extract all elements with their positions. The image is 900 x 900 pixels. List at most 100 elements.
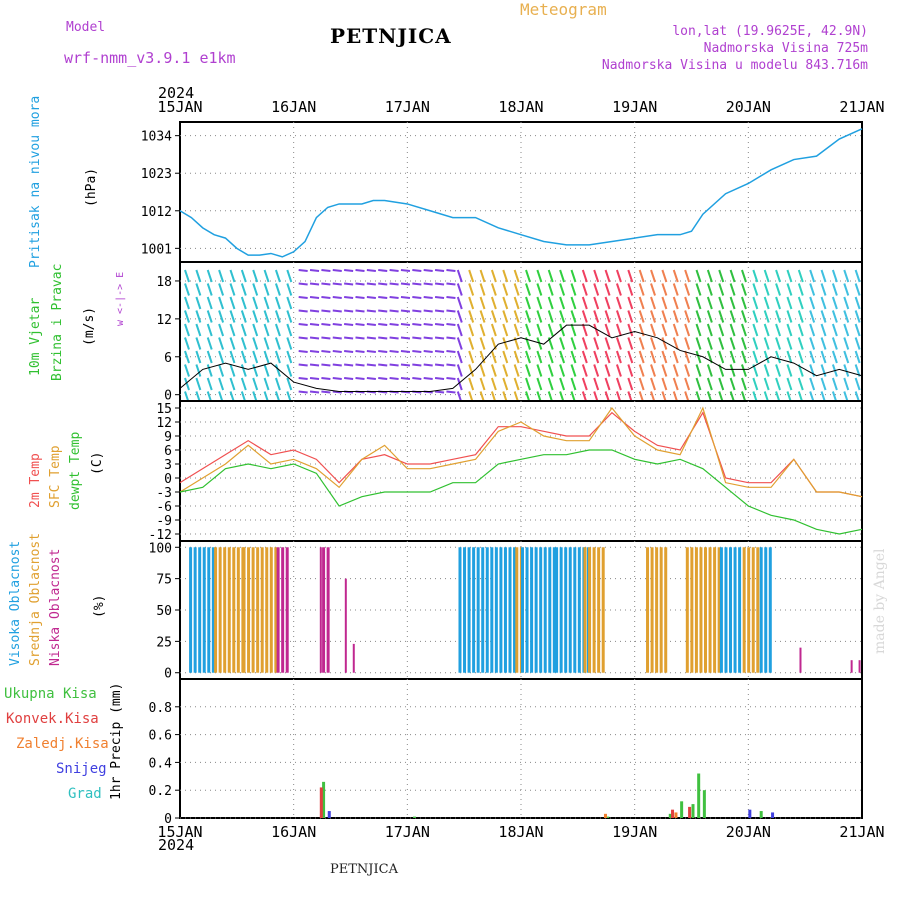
wind-barb xyxy=(479,377,486,391)
wind-barb xyxy=(468,391,474,401)
wind-barb xyxy=(412,296,422,299)
cloud-bar-high xyxy=(568,547,572,673)
wind-barb xyxy=(706,364,713,377)
wind-barb xyxy=(456,391,463,401)
wind-barb xyxy=(502,377,509,391)
cloud-bar-high xyxy=(521,547,524,673)
wind-speed-line xyxy=(179,324,863,393)
wind-barb xyxy=(490,323,497,337)
wind-barb xyxy=(706,323,713,337)
wind-barb xyxy=(218,364,225,377)
wind-barb xyxy=(400,363,411,367)
wind-barb xyxy=(423,309,433,313)
wind-barb xyxy=(604,337,611,350)
wind-barb xyxy=(672,296,679,310)
precip-bar-1 xyxy=(671,809,675,818)
wind-barb xyxy=(321,377,331,380)
wind-barb xyxy=(206,269,213,283)
wind-barb xyxy=(786,377,793,391)
wind-barb xyxy=(184,364,190,377)
date-tick-top: 20JAN xyxy=(726,98,771,116)
wind-barb xyxy=(206,283,213,296)
wind-barb xyxy=(240,296,247,310)
wind-barb xyxy=(366,269,376,272)
wind-barb xyxy=(729,323,736,337)
wind-barb xyxy=(184,323,190,337)
cloud-bar-high xyxy=(513,547,517,673)
wind-barb xyxy=(570,323,577,337)
wind-barb xyxy=(718,283,725,296)
wind-barb xyxy=(831,377,838,391)
wind-barb xyxy=(604,310,611,323)
wind-barb xyxy=(184,310,190,323)
wind-barb xyxy=(752,283,759,296)
cloud-bar-high xyxy=(481,547,485,673)
temp-line-2 xyxy=(179,449,863,535)
wind-barb xyxy=(786,337,793,350)
wind-barb xyxy=(536,364,543,377)
wind-barb xyxy=(263,364,270,377)
station-title: PETNJICA xyxy=(330,24,452,48)
wind-barb xyxy=(570,377,577,391)
wind-barb xyxy=(741,337,747,350)
cloud-bar-high xyxy=(202,547,206,673)
wind-barb xyxy=(513,364,520,377)
wind-barb xyxy=(446,282,456,286)
cloud-bar-high xyxy=(211,547,215,673)
wind-barb xyxy=(389,296,399,299)
wind-barb xyxy=(218,337,225,350)
cloud-bar-mid xyxy=(214,547,218,673)
wind-barb xyxy=(809,377,816,391)
wind-barb xyxy=(286,377,293,391)
wind-barb xyxy=(332,390,342,394)
wind-barb xyxy=(729,310,736,323)
precip-bar-3 xyxy=(748,809,752,818)
wind-barb xyxy=(513,269,520,283)
wind-barb xyxy=(718,391,724,401)
wind-barb xyxy=(274,323,281,337)
wind-barb xyxy=(525,364,531,377)
y-tick-label: -12 xyxy=(149,528,172,543)
wind-barb xyxy=(206,337,213,350)
wind-barb xyxy=(581,310,588,323)
wind-barb xyxy=(252,391,258,401)
wind-barb xyxy=(423,269,433,272)
precip-bar-0 xyxy=(322,781,326,818)
cloud-bar-low xyxy=(322,547,326,673)
wind-barb xyxy=(400,377,411,380)
wind-barb xyxy=(536,350,543,364)
wind-barb xyxy=(729,337,736,350)
year-bottom: 2024 xyxy=(158,836,195,854)
wind-barb xyxy=(229,364,236,377)
wind-barb xyxy=(797,310,804,323)
date-tick-bottom: 17JAN xyxy=(385,823,430,841)
wind-barb xyxy=(559,269,566,283)
wind-barb xyxy=(252,269,259,283)
date-tick-top: 18JAN xyxy=(498,98,543,116)
wind-barb xyxy=(695,323,702,337)
wind-barb xyxy=(479,364,486,377)
wind-barb xyxy=(559,310,566,323)
wind-barb xyxy=(706,296,713,310)
wind-barb xyxy=(412,377,422,380)
wind-barb xyxy=(456,337,463,350)
wind-barb xyxy=(400,336,411,340)
cloud-bar-high xyxy=(472,547,476,673)
wind-barb xyxy=(195,323,202,337)
wind-barb xyxy=(490,350,497,364)
y-tick-label: 1012 xyxy=(141,205,172,220)
wind-barb xyxy=(468,296,475,310)
wind-barb xyxy=(263,377,270,391)
wind-barb xyxy=(706,377,713,391)
cloud-bar-low xyxy=(799,647,802,673)
wind-barb xyxy=(627,296,634,310)
wind-barb xyxy=(286,269,293,283)
cloud-bar-high xyxy=(724,547,728,673)
wind-barb xyxy=(547,269,554,283)
wind-barb xyxy=(479,350,486,364)
date-tick-top: 21JAN xyxy=(839,98,884,116)
wind-barb xyxy=(809,364,816,377)
meteogram-label: Meteogram xyxy=(520,0,607,19)
wind-barb xyxy=(344,350,354,353)
wind-barb xyxy=(240,337,247,350)
